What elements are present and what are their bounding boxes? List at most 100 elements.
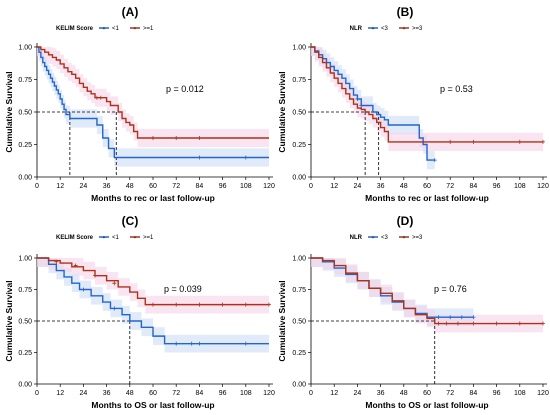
panel-c-p-value: p = 0.039 [164,284,202,294]
panel-c-censor-mark-1 [197,302,202,307]
panel-a-xtick-label: 60 [149,183,157,190]
panel-c-xtick-label: 108 [240,390,252,397]
panel-a-label: (A) [122,5,139,19]
panel-b-y-axis-label: Cumulative Survival [277,71,287,152]
panel-c-censor-mark-1 [112,281,117,286]
panel-b-xtick-label: 60 [423,183,431,190]
panel-c-censor-mark-0 [189,341,194,346]
panel-a-legend-label-1: >=1 [143,26,154,32]
panel-d-censor-mark-0 [436,315,441,320]
panel-b-legend-label-0: <3 [381,26,389,32]
panel-c-xtick-label: 36 [103,390,111,397]
panel-a-xtick-label: 120 [263,183,275,190]
panel-c-ytick-label: 0.75 [18,287,32,294]
panel-a-xtick-label: 36 [103,183,111,190]
panel-d-legend-label-0: <3 [381,235,389,241]
panel-a-censor-mark-1 [151,136,155,140]
panel-b-xtick-label: 120 [537,183,549,190]
panel-d-xtick-label: 12 [330,390,338,397]
panel-c-censor-mark-1 [151,302,155,307]
panel-b-legend-key-mark-0: + [372,26,375,32]
panel-c-censor-mark-0 [81,287,86,292]
panel-a-censor-mark-1 [174,136,179,140]
panel-d-xtick-label: 96 [493,390,501,397]
panel-c-censor-mark-1 [93,273,97,278]
panel-d-ytick-label: 0.00 [292,382,306,389]
panel-a-curve-1 [37,46,269,139]
panel-a-censor-mark-1 [197,136,202,140]
panel-b-label: (B) [397,5,414,19]
panel-c-xtick-label: 72 [172,390,180,397]
panel-b-p-value: p = 0.53 [440,84,473,94]
panel-c-legend-label-1: >=1 [143,235,154,241]
panel-d-y-axis-label: Cumulative Survival [277,280,287,361]
panel-a-xtick-label: 108 [240,183,252,190]
panel-b-censor-mark-1 [471,139,476,144]
panel-a-ytick-label: 0.75 [18,77,32,84]
panel-a-ytick-label: 0.25 [18,142,32,149]
panel-a-ytick-label: 1.00 [18,45,32,52]
panel-a-xtick-label: 72 [172,183,180,190]
panel-b-ytick-label: 0.50 [292,110,306,117]
panel-a-censor-mark-0 [243,155,248,160]
panel-d-censor-mark-1 [494,321,499,326]
panel-d-xtick-label: 120 [537,390,549,397]
panel-d-censor-mark-1 [541,321,545,326]
panel-b-legend-title: NLR [350,26,363,32]
panel-c-ytick-label: 0.50 [18,319,32,326]
panel-b-xtick-label: 12 [330,183,338,190]
panel-b-censor-mark-0 [432,158,437,163]
panel-d-censor-mark-0 [448,315,453,320]
panel-b-ytick-label: 0.75 [292,77,306,84]
panel-d-xtick-label: 48 [400,390,408,397]
panel-c-censor-mark-1 [243,302,248,307]
panel-c-censor-mark-1 [54,259,59,264]
panel-b-censor-mark-1 [541,139,545,144]
panel-b-censor-mark-0 [355,97,360,101]
panel-c-censor-mark-0 [112,306,117,311]
panel-a-y-axis-label: Cumulative Survival [4,71,14,152]
panel-b-legend-key-mark-1: + [403,26,406,32]
panel-b-xtick-label: 0 [309,183,313,190]
panel-d-ytick-label: 0.75 [292,287,306,294]
panel-c-x-axis-label: Months to OS or last follow-up [91,400,214,410]
panel-b-ytick-label: 1.00 [292,45,306,52]
panel-b-legend-label-1: >=3 [412,26,423,32]
panel-b-x-axis-label: Months to rec or last follow-up [365,193,489,203]
panel-c-xtick-label: 24 [80,390,88,397]
panel-a-xtick-label: 24 [80,183,88,190]
panel-c-label: (C) [122,214,139,228]
panel-a-legend-key-mark-0: + [103,26,106,32]
panel-c-censor-mark-0 [197,341,202,346]
panel-a-p-value: p = 0.012 [166,84,204,94]
panel-b-censor-mark-1 [448,139,453,144]
panel-a-curve-0 [37,46,269,159]
panel-d-censor-mark-1 [455,321,460,326]
panel-a-xtick-label: 96 [219,183,227,190]
panel-b-ci-band-1 [311,47,543,151]
panel-d-label: (D) [397,214,414,228]
panel-d-curve-1 [311,257,543,325]
panel-d-xtick-label: 0 [309,390,313,397]
panel-b-ytick-label: 0.25 [292,142,306,149]
panel-d-x-axis-label: Months to OS or last follow-up [365,400,488,410]
panel-d-legend-key-mark-1: + [403,235,406,241]
panel-a-ytick-label: 0.00 [18,175,32,182]
panel-a-xtick-label: 84 [196,183,204,190]
panel-c-legend-key-mark-1: + [134,235,137,241]
panel-d-xtick-label: 72 [446,390,454,397]
panel-c-censor-mark-0 [174,341,179,346]
panel-a-censor-mark-1 [98,95,103,100]
panel-c-legend-title: KELIM Score [56,235,94,241]
panel-b-censor-mark-0 [359,103,364,108]
panel-a-censor-mark-0 [197,155,202,160]
panel-c-xtick-label: 96 [219,390,227,397]
panel-a-legend-key-mark-1: + [134,26,137,32]
panel-d-xtick-label: 84 [470,390,478,397]
panel-d-censor-mark-1 [436,321,441,326]
panel-c-censor-mark-1 [73,263,78,268]
panel-c-legend-label-0: <1 [112,235,120,241]
panel-a-xtick-label: 12 [56,183,64,190]
panel-c-xtick-label: 120 [263,390,275,397]
panel-d-xtick-label: 36 [377,390,385,397]
